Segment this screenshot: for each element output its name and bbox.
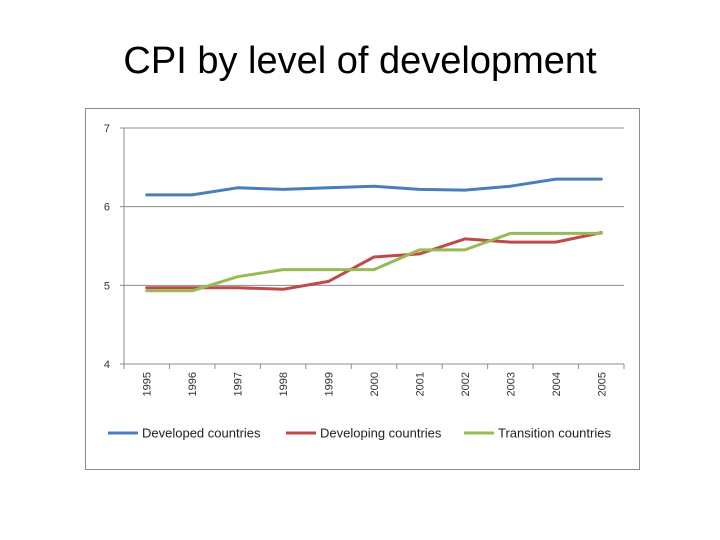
series-line-developing-countries xyxy=(145,231,603,291)
legend: Developed countries Developing countries T… xyxy=(108,426,611,441)
y-tick-label: 4 xyxy=(104,359,110,371)
x-tick-label: 2000 xyxy=(369,372,381,396)
x-tick-label: 2002 xyxy=(460,372,472,396)
x-tick-label: 2003 xyxy=(505,372,517,396)
x-tick-label: 2004 xyxy=(551,372,563,396)
x-tick-label: 1995 xyxy=(142,372,154,396)
legend-label: Developing countries xyxy=(320,426,442,441)
x-tick-label: 1997 xyxy=(233,372,245,396)
slide-title: CPI by level of development xyxy=(123,40,597,82)
legend-label: Developed countries xyxy=(142,426,261,441)
chart-frame: 4 5 6 7 1995 1996 1997 1998 1999 2000 2001 2002 2003… xyxy=(85,108,640,470)
x-tick-label: 2001 xyxy=(414,372,426,396)
series-lines xyxy=(145,177,603,293)
series-line-developed-countries xyxy=(145,177,603,197)
y-tick-label: 7 xyxy=(104,123,110,135)
y-tick-label: 5 xyxy=(104,280,110,292)
y-tick-label: 6 xyxy=(104,202,110,214)
cpi-line-chart: 4 5 6 7 1995 1996 1997 1998 1999 2000 2001 2002 2003… xyxy=(104,123,625,441)
grid-lines xyxy=(120,127,624,365)
x-tick-label: 1999 xyxy=(324,372,336,396)
x-tick-label: 1996 xyxy=(187,372,199,396)
legend-label: Transition countries xyxy=(498,426,611,441)
x-tick-label: 1998 xyxy=(278,372,290,396)
x-tick-label: 2005 xyxy=(596,372,608,396)
series-line-transition-countries xyxy=(145,231,603,293)
axes: 4 5 6 7 1995 1996 1997 1998 1999 2000 2001 2002 2003… xyxy=(104,123,625,396)
